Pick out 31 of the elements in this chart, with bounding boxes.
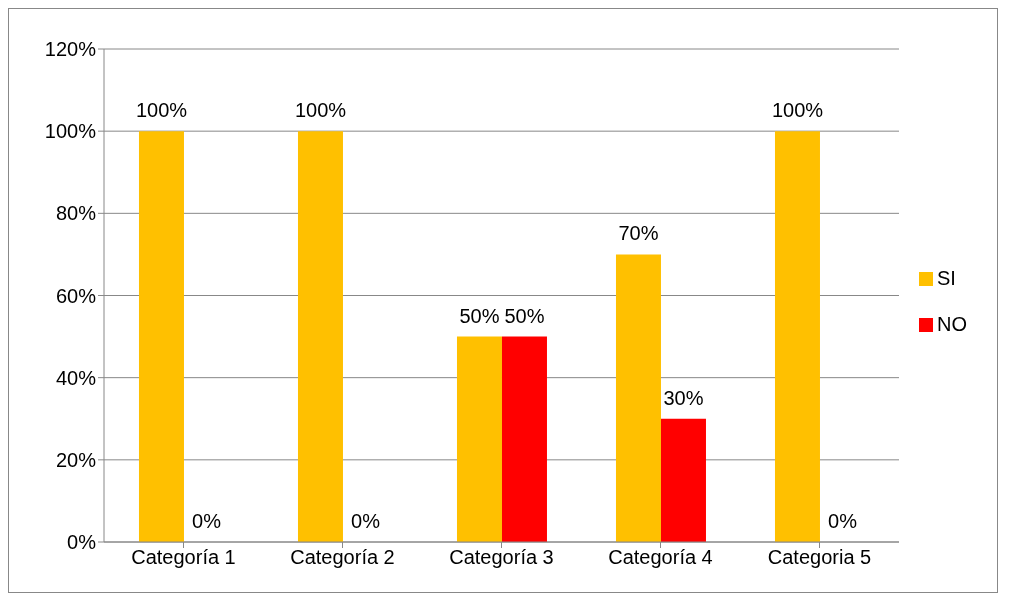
bar — [774, 131, 820, 542]
bar — [501, 336, 547, 542]
data-label: 30% — [663, 386, 704, 409]
bar — [660, 418, 706, 542]
y-tick-label: 60% — [55, 284, 97, 307]
y-tick-label: 40% — [55, 366, 97, 389]
y-tick-label: 20% — [55, 448, 97, 471]
x-tick-label: Categoría 2 — [290, 546, 395, 569]
bar — [138, 131, 184, 542]
y-tick-label: 120% — [44, 38, 97, 61]
bar — [297, 131, 343, 542]
data-label: 100% — [771, 99, 824, 122]
data-label: 0% — [828, 509, 858, 532]
data-label: 50% — [504, 304, 545, 327]
x-tick-label: Categoría 1 — [131, 546, 236, 569]
data-label: 50% — [459, 304, 500, 327]
data-label: 0% — [192, 509, 222, 532]
x-tick-label: Categoría 4 — [608, 546, 713, 569]
bar — [456, 336, 502, 542]
legend-label: SI — [937, 266, 956, 289]
data-label: 70% — [618, 222, 659, 245]
bar — [615, 254, 661, 542]
data-label: 100% — [294, 99, 347, 122]
y-tick-label: 0% — [67, 531, 97, 554]
data-label: 100% — [135, 99, 188, 122]
y-tick-label: 100% — [44, 120, 97, 143]
x-tick-label: Categoría 3 — [449, 546, 554, 569]
legend-label: NO — [937, 312, 967, 335]
data-label: 0% — [351, 509, 381, 532]
y-tick-label: 80% — [55, 202, 97, 225]
x-tick-label: Categoria 5 — [767, 546, 872, 569]
